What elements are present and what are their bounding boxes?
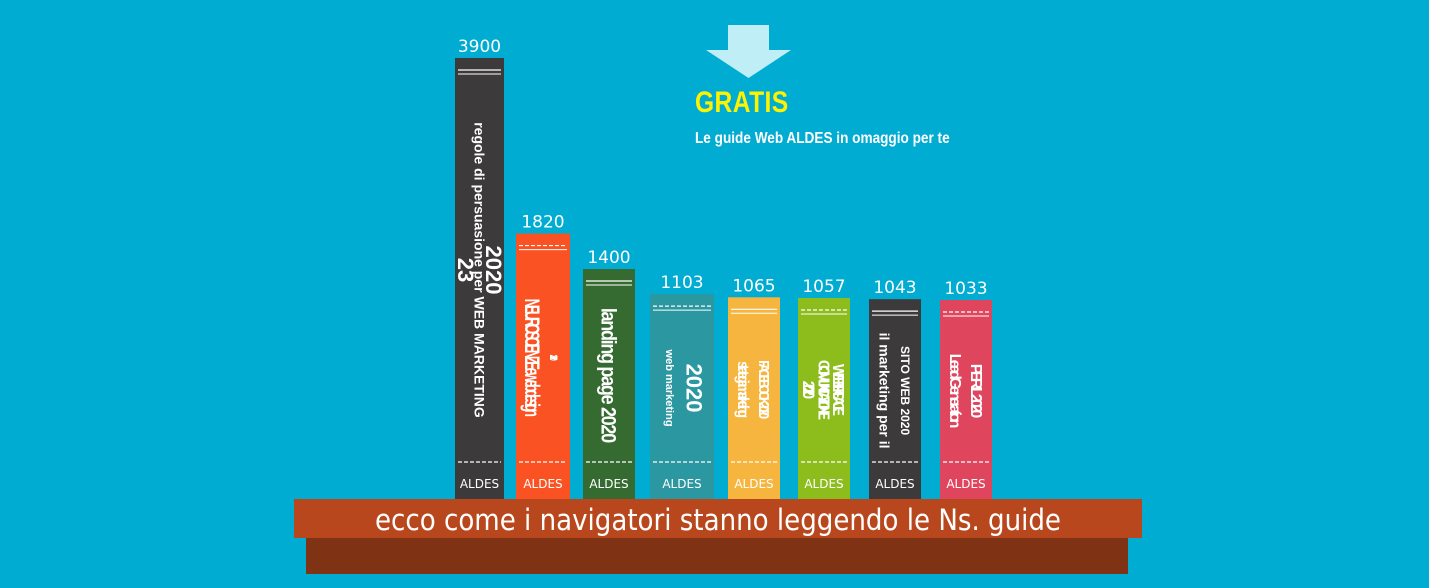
book-title-line: FACEBOOK 2020 (756, 360, 773, 419)
book-title: strategia marketingFACEBOOK 2020 (734, 360, 773, 419)
book-bar-7 (869, 299, 921, 500)
gratis-heading: GRATIS (695, 86, 789, 119)
book-title: landing page 2020 (596, 308, 620, 443)
book-title-line: NEUROSCIENZE e web design (520, 299, 544, 417)
book-bar-6 (798, 297, 850, 500)
book-title-line: COMUNICAZIONE (814, 360, 832, 420)
book-3: 1400 ALDES landing page 2020 (583, 248, 635, 500)
book-bar-3 (583, 269, 635, 500)
book-title: Lead GenerationPER IL 2020 (946, 354, 984, 429)
book-count-label: 1033 (944, 279, 987, 299)
down-arrow-icon (706, 25, 791, 78)
book-8: 1033 ALDES Lead GenerationPER IL 2020 (940, 279, 992, 500)
shelf-bottom (306, 536, 1128, 574)
book-title-line: il marketing per il (877, 333, 893, 449)
book-count-label: 1057 (802, 277, 845, 297)
book-title: web marketing 2020 (663, 349, 706, 427)
book-bar-2 (516, 233, 570, 500)
book-count-label: 1043 (873, 278, 916, 298)
book-count-label: 3900 (458, 37, 501, 57)
subtitle-text: Le guide Web ALDES in omaggio per te (695, 130, 950, 147)
book-title-line: 2020 (799, 381, 818, 399)
book-brand-label: ALDES (875, 477, 914, 491)
book-6: 1057 ALDES 2020COMUNICAZIONEWEB EFFICACE (798, 277, 850, 500)
book-title-line: SITO WEB 2020 (898, 346, 912, 435)
book-5: 1065 ALDES strategia marketingFACEBOOK 202… (728, 276, 780, 500)
book-1: 3900 ALDES 23regole di persuasione per WEB… (453, 37, 506, 500)
book-title-line: landing page 2020 (596, 308, 620, 443)
book-title-line: 2020 (481, 246, 506, 295)
book-title: il marketing per il SITO WEB 2020 (877, 333, 913, 449)
book-count-label: 1065 (732, 276, 775, 296)
book-title: NEUROSCIENZE e web design 2020 (520, 299, 559, 417)
book-title: 23regole di persuasione per WEB MARKETIN… (453, 122, 506, 418)
book-brand-label: ALDES (734, 477, 773, 491)
book-title-line: 2020 (548, 355, 560, 361)
book-bar-1 (455, 58, 504, 500)
book-count-label: 1820 (521, 213, 564, 233)
book-brand-label: ALDES (662, 477, 701, 491)
book-title-line: web marketing (663, 349, 675, 427)
book-count-label: 1400 (587, 248, 630, 268)
book-7: 1043 ALDES il marketing per il SITO WEB 202… (869, 278, 921, 500)
book-brand-label: ALDES (589, 477, 628, 491)
book-title-line: regole di persuasione per WEB MARKETING (472, 122, 488, 418)
book-title-line: 2020 (681, 364, 706, 413)
book-title: 2020COMUNICAZIONEWEB EFFICACE (799, 360, 847, 420)
book-title-line: PER IL 2020 (967, 364, 984, 419)
book-bar-8 (940, 300, 992, 500)
book-count-label: 1103 (660, 273, 703, 293)
book-4: 1103 ALDES web marketing 2020 (650, 273, 714, 500)
book-title-line: strategia marketing (734, 361, 752, 418)
books-group: 3900 ALDES 23regole di persuasione per WEB… (453, 37, 992, 500)
book-brand-label: ALDES (523, 477, 562, 491)
book-bar-4 (650, 294, 714, 500)
book-bar-5 (728, 297, 780, 500)
book-brand-label: ALDES (804, 477, 843, 491)
book-brand-label: ALDES (460, 477, 499, 491)
book-brand-label: ALDES (946, 477, 985, 491)
book-title-line: WEB EFFICACE (829, 364, 847, 416)
book-title-line: 23 (453, 258, 478, 282)
book-title-line: Lead Generation (946, 354, 963, 429)
book-2: 1820 ALDES NEUROSCIENZE e web design 2020 (516, 213, 570, 500)
shelf-top (294, 499, 1142, 538)
shelf-caption: ecco come i navigatori stanno leggendo l… (374, 503, 1061, 537)
